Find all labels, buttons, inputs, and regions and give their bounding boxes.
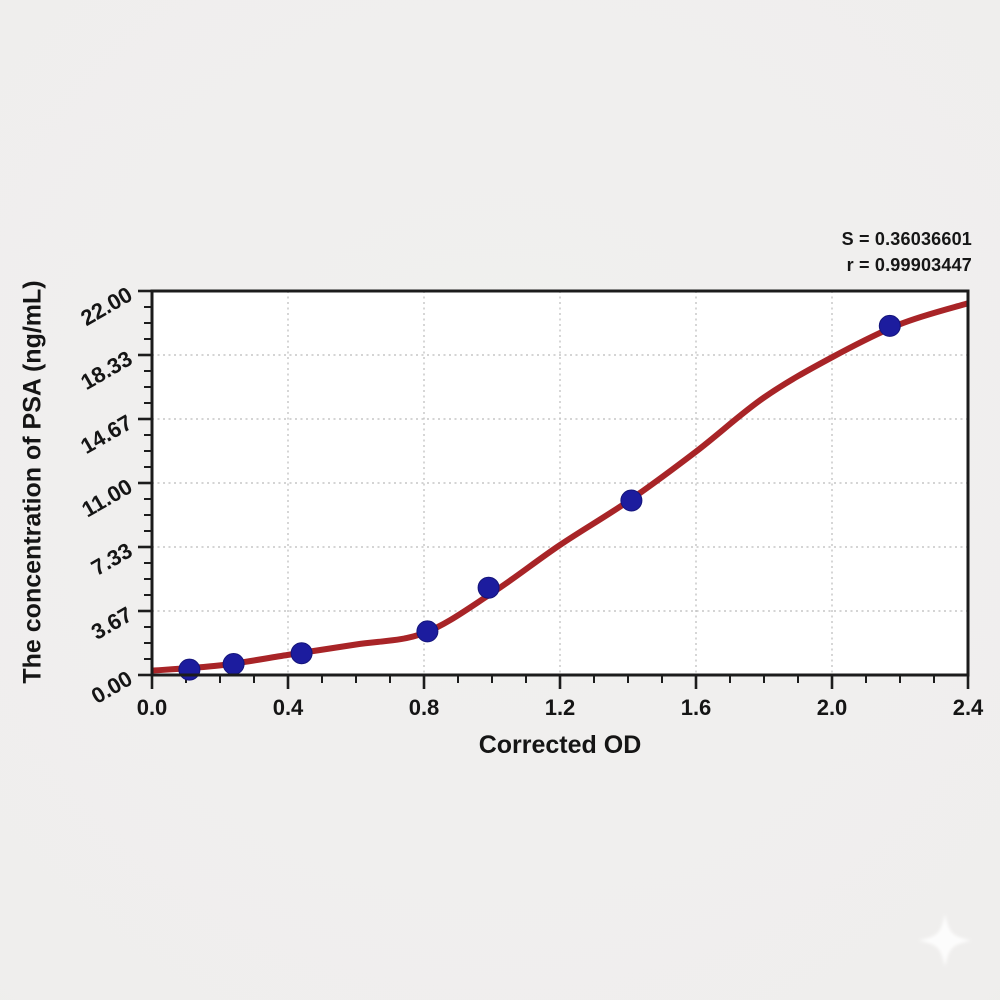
plot-border [150, 289, 970, 677]
fit-statistic-r: r = 0.99903447 [846, 255, 972, 275]
x-tick-label: 2.4 [953, 695, 984, 720]
x-tick-label: 0.8 [409, 695, 440, 720]
y-tick-label: 22.00 [76, 282, 136, 331]
x-tick-label: 1.6 [681, 695, 712, 720]
y-tick-label: 18.33 [76, 346, 136, 395]
y-tick-label: 3.67 [87, 602, 137, 645]
fit-statistic-s: S = 0.36036601 [841, 229, 972, 249]
data-point [878, 314, 901, 337]
y-tick-label: 11.00 [77, 474, 136, 523]
data-point [477, 576, 500, 599]
data-point [178, 658, 201, 681]
x-tick-label: 0.0 [137, 695, 168, 720]
data-point [620, 489, 643, 512]
data-point [416, 620, 439, 643]
x-axis-title: Corrected OD [478, 731, 642, 759]
fit-statistics: S = 0.36036601 r = 0.99903447 [842, 226, 972, 278]
x-tick-label: 0.4 [273, 695, 304, 720]
y-tick-label: 14.67 [76, 410, 136, 459]
sparkle-watermark-icon [917, 913, 973, 974]
x-tick-label: 2.0 [817, 695, 848, 720]
data-point [222, 653, 245, 675]
data-point [290, 642, 313, 665]
y-tick-label: 0.00 [87, 666, 137, 709]
x-tick-label: 1.2 [545, 695, 576, 720]
fitted-curve [152, 300, 968, 674]
y-tick-label: 7.33 [87, 538, 137, 581]
